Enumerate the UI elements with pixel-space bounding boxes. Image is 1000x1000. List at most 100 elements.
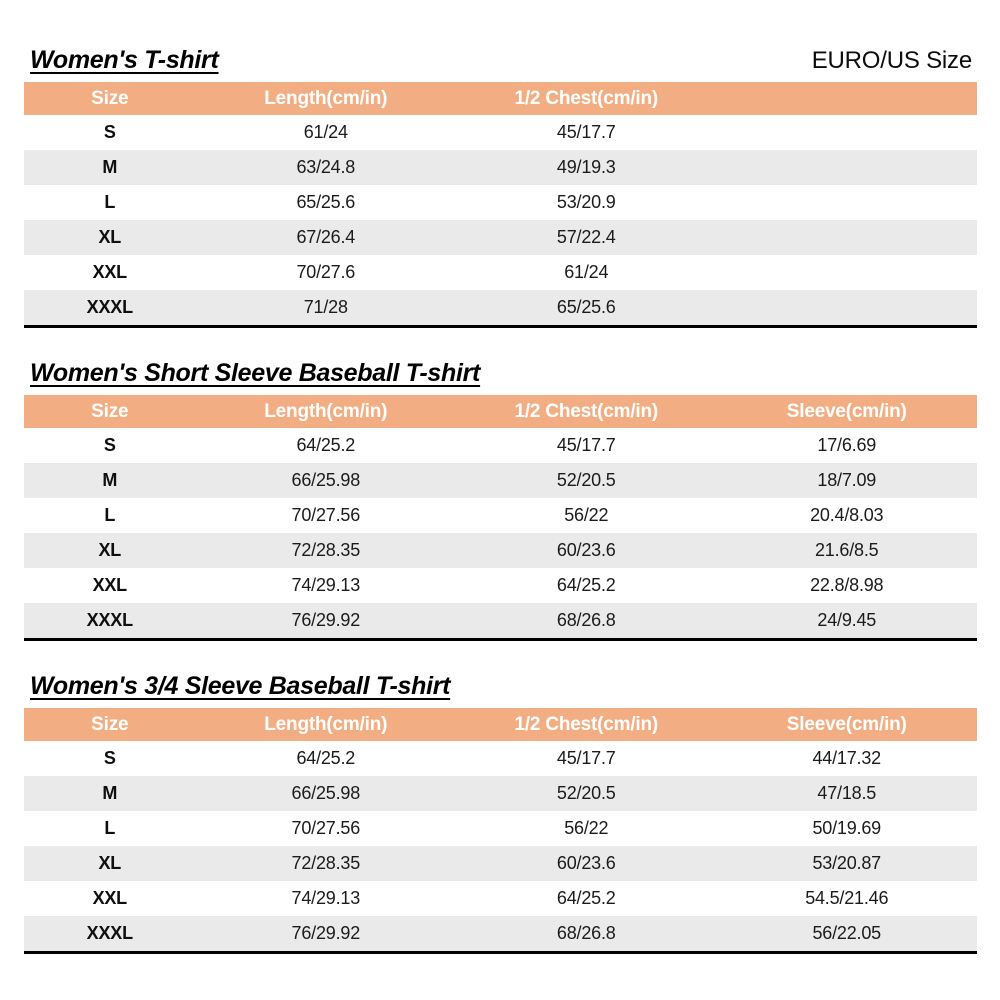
size-label-cell: XXL [92,262,128,282]
table-title-row: Women's 3/4 Sleeve Baseball T-shirt [24,672,977,701]
measurement-cell: 45/17.7 [556,435,616,455]
table-row: XXL 74/29.13 64/25.2 54.5/21.46 [24,881,977,916]
measurement-cell: 49/19.3 [556,157,616,177]
measurement-cell: 50/19.69 [812,818,882,838]
measurement-cell: 61/24 [303,122,348,142]
measurement-cell: 74/29.13 [291,888,361,908]
size-table-section: Women's T-shirt EURO/US Size Size Length(… [24,46,977,328]
table-row: L 65/25.6 53/20.9 [24,185,977,220]
measurement-cell: 64/25.2 [556,575,616,595]
size-label-cell: XXXL [86,610,133,630]
table-title: Women's Short Sleeve Baseball T-shirt [30,359,481,387]
measurement-cell [716,220,977,255]
measurement-cell: 67/26.4 [296,227,356,247]
measurement-cell: 64/25.2 [296,748,356,768]
measurement-cell: 24/9.45 [817,610,877,630]
measurement-cell: 54.5/21.46 [805,888,889,908]
table-row: XL 72/28.35 60/23.6 53/20.87 [24,846,977,881]
measurement-cell: 47/18.5 [817,783,877,803]
table-row: L 70/27.56 56/22 20.4/8.03 [24,498,977,533]
measurement-cell [716,290,977,327]
measurement-cell: 60/23.6 [556,853,616,873]
measurement-cell: 68/26.8 [556,610,616,630]
table-row: S 61/24 45/17.7 [24,115,977,150]
column-header: Size [24,395,196,428]
size-table: Size Length(cm/in) 1/2 Chest(cm/in) Sleeve(… [24,708,977,954]
measurement-cell: 45/17.7 [556,748,616,768]
measurement-cell: 53/20.9 [556,192,616,212]
measurement-cell: 17/6.69 [817,435,877,455]
measurement-cell: 52/20.5 [556,470,616,490]
measurement-cell: 65/25.6 [556,297,616,317]
measurement-cell: 52/20.5 [556,783,616,803]
table-title-row: Women's Short Sleeve Baseball T-shirt [24,359,977,388]
measurement-cell [716,115,977,150]
measurement-cell: 63/24.8 [296,157,356,177]
size-label-cell: M [102,783,118,803]
measurement-cell: 64/25.2 [296,435,356,455]
measurement-cell: 70/27.56 [291,505,361,525]
measurement-cell: 66/25.98 [291,470,361,490]
measurement-cell: 76/29.92 [291,923,361,943]
measurement-cell: 56/22 [564,505,609,525]
size-label-cell: L [104,505,116,525]
size-label-cell: XL [98,540,122,560]
measurement-cell: 56/22 [564,818,609,838]
size-label-cell: XXXL [86,923,133,943]
measurement-cell: 72/28.35 [291,540,361,560]
size-table: Size Length(cm/in) 1/2 Chest(cm/in) Sleeve(… [24,395,977,641]
table-row: XXL 70/27.6 61/24 [24,255,977,290]
table-title: Women's T-shirt [30,46,219,74]
table-row: S 64/25.2 45/17.7 44/17.32 [24,741,977,776]
measurement-cell: 61/24 [564,262,609,282]
size-label-cell: XL [98,853,122,873]
measurement-cell: 44/17.32 [812,748,882,768]
size-label-cell: XXXL [86,297,133,317]
table-row: M 66/25.98 52/20.5 18/7.09 [24,463,977,498]
measurement-cell [716,185,977,220]
size-label-cell: S [103,435,116,455]
size-label-cell: L [104,192,116,212]
column-header: Sleeve(cm/in) [716,708,977,741]
measurement-cell: 57/22.4 [556,227,616,247]
measurement-cell: 68/26.8 [556,923,616,943]
table-row: M 66/25.98 52/20.5 47/18.5 [24,776,977,811]
table-header-row: Size Length(cm/in) 1/2 Chest(cm/in) Sleeve(… [24,395,977,428]
measurement-cell: 60/23.6 [556,540,616,560]
column-header: Length(cm/in) [195,708,457,741]
table-row: XL 67/26.4 57/22.4 [24,220,977,255]
column-header: Size [24,708,196,741]
size-label-cell: XL [98,227,122,247]
column-header: Length(cm/in) [195,395,457,428]
size-table-section: Women's 3/4 Sleeve Baseball T-shirt Size… [24,672,977,954]
size-label-cell: M [102,157,118,177]
measurement-cell: 45/17.7 [556,122,616,142]
measurement-cell: 70/27.56 [291,818,361,838]
size-label-cell: M [102,470,118,490]
measurement-cell: 20.4/8.03 [810,505,884,525]
size-label-cell: XXL [92,888,128,908]
size-standard-label: EURO/US Size [811,47,973,74]
table-row: XXXL 76/29.92 68/26.8 56/22.05 [24,916,977,953]
column-header: 1/2 Chest(cm/in) [456,395,717,428]
measurement-cell: 72/28.35 [291,853,361,873]
column-header: 1/2 Chest(cm/in) [456,82,717,115]
measurement-cell: 21.6/8.5 [815,540,879,560]
measurement-cell: 65/25.6 [296,192,356,212]
table-row: XXXL 71/28 65/25.6 [24,290,977,327]
measurement-cell [716,150,977,185]
table-title-row: Women's T-shirt EURO/US Size [24,46,977,75]
measurement-cell: 22.8/8.98 [810,575,884,595]
table-row: L 70/27.56 56/22 50/19.69 [24,811,977,846]
column-header: Sleeve(cm/in) [716,395,977,428]
column-header: Size [24,82,196,115]
measurement-cell: 71/28 [303,297,348,317]
column-header-empty [716,82,977,115]
table-row: S 64/25.2 45/17.7 17/6.69 [24,428,977,463]
size-tables-container: Women's T-shirt EURO/US Size Size Length(… [24,46,977,954]
measurement-cell: 70/27.6 [296,262,356,282]
measurement-cell: 74/29.13 [291,575,361,595]
table-header-row: Size Length(cm/in) 1/2 Chest(cm/in) [24,82,977,115]
table-row: XXL 74/29.13 64/25.2 22.8/8.98 [24,568,977,603]
